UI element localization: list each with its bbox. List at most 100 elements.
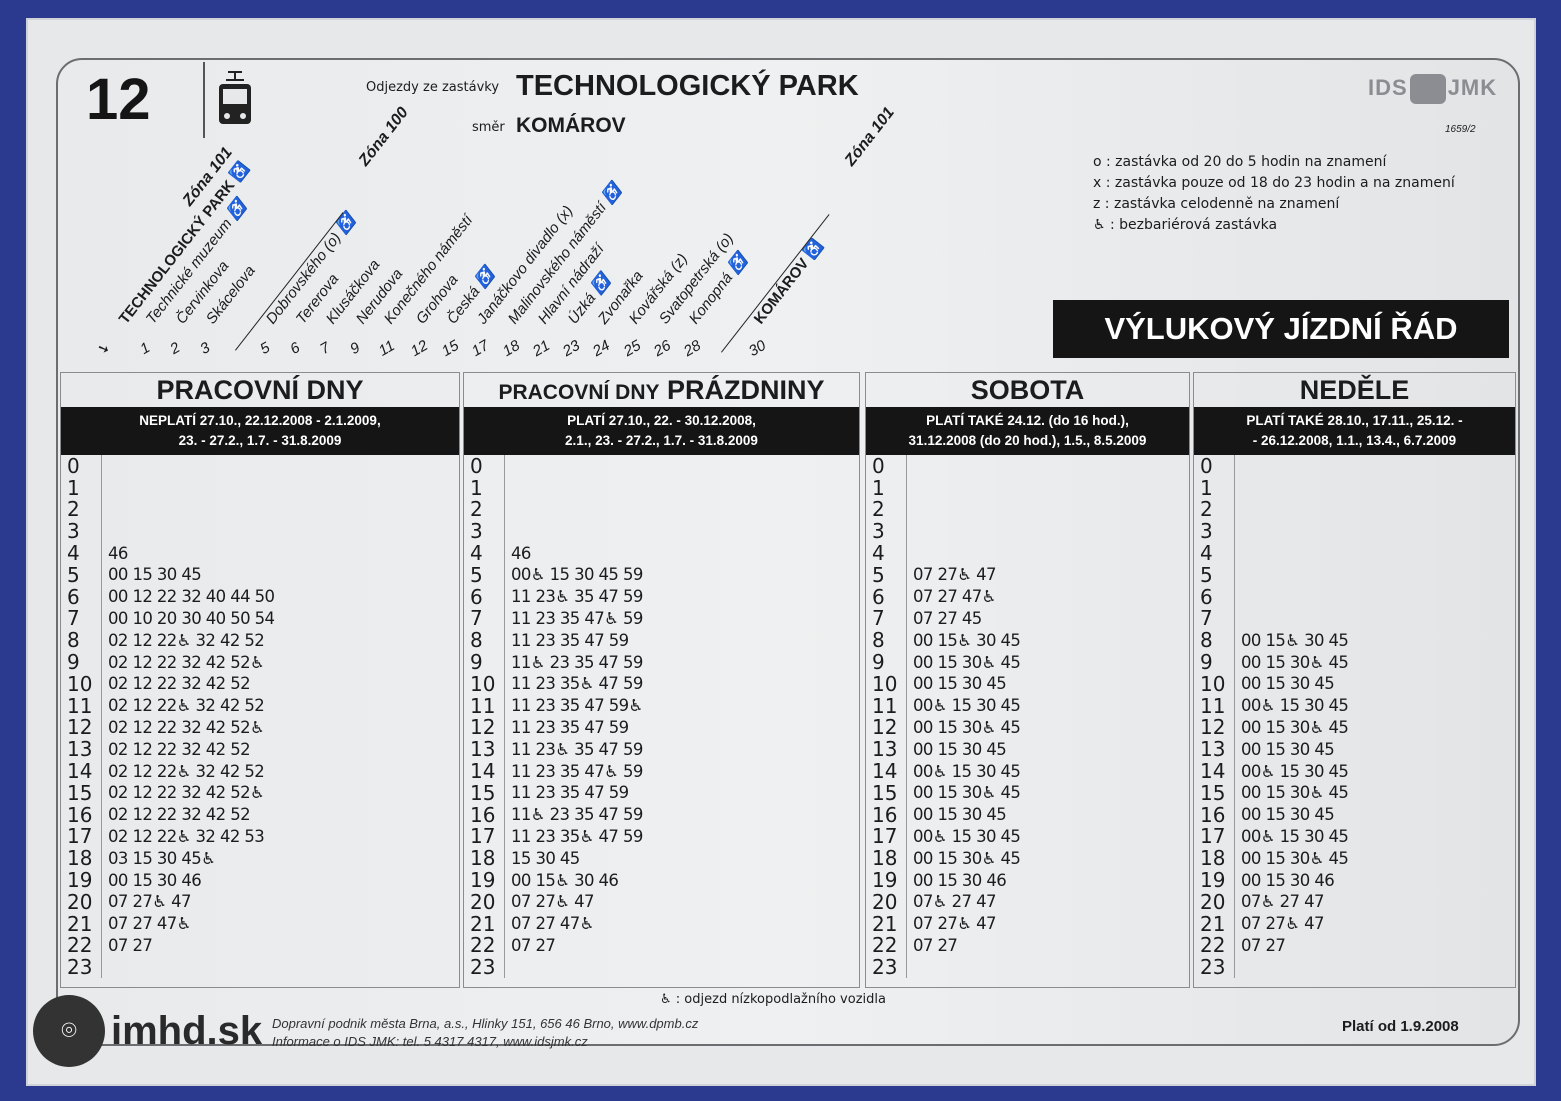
minutes: 07 27♿ 47 (101, 890, 191, 913)
hour: 1 (1200, 475, 1213, 500)
hour-row: 21 07 27 47♿ (61, 912, 459, 935)
hour: 0 (470, 453, 483, 478)
hour-row: 22 07 27 (464, 934, 859, 957)
hour-row: 11 11 23 35 47 59♿ (464, 694, 859, 717)
hour: 19 (1200, 868, 1226, 893)
hour: 19 (872, 868, 898, 893)
hour: 0 (1200, 453, 1213, 478)
departures-label: Odjezdy ze zastávky (366, 80, 500, 95)
hour-row: 7 11 23 35 47♿ 59 (464, 607, 859, 630)
minutes (504, 520, 511, 543)
minutes: 00 15 30 45 (1234, 738, 1335, 761)
hour-row: 21 07 27♿ 47 (866, 911, 1189, 936)
hour: 12 (470, 715, 496, 740)
hour-row: 13 11 23♿ 35 47 59 (464, 738, 859, 761)
hour: 4 (67, 541, 80, 566)
hour: 16 (1200, 802, 1226, 827)
hour-row: 16 11♿ 23 35 47 59 (464, 803, 859, 826)
minutes (504, 455, 511, 477)
tram-icon (219, 71, 251, 124)
hour-row: 16 02 12 22 32 42 52 (61, 803, 459, 826)
hour: 5 (67, 562, 80, 587)
minutes: 00 15 30♿ 45 (1234, 651, 1349, 673)
hour-row: 4 46 (61, 542, 459, 564)
minutes: 07 27 (906, 934, 958, 957)
hour-row: 15 11 23 35 47 59 (464, 781, 859, 804)
hour: 7 (872, 606, 885, 631)
hour: 21 (872, 911, 898, 936)
hour-row: 22 07 27 (61, 934, 459, 957)
hour-row: 4 46 (464, 542, 859, 564)
minutes: 02 12 22 32 42 52♿ (101, 651, 265, 673)
hour: 0 (67, 453, 80, 478)
hour: 18 (470, 846, 496, 871)
minutes: 07 27 (101, 934, 153, 957)
hour-row: 17 00♿ 15 30 45 (866, 824, 1189, 849)
minutes (1234, 520, 1241, 543)
hour: 11 (67, 693, 93, 718)
hour: 10 (67, 671, 93, 696)
minutes: 00 15 30♿ 45 (906, 651, 1021, 673)
minutes (101, 498, 108, 521)
hour: 2 (1200, 497, 1213, 522)
minutes: 00 15 30♿ 45 (1234, 847, 1349, 870)
hour-row: 7 00 10 20 30 40 50 54 (61, 607, 459, 630)
minutes (906, 956, 913, 979)
hour: 22 (872, 933, 898, 958)
hour: 9 (67, 650, 80, 675)
minutes: 02 12 22♿ 32 42 52 (101, 694, 265, 717)
hour: 6 (67, 584, 80, 609)
direction-name: KOMÁROV (516, 114, 626, 137)
hour-row: 9 11♿ 23 35 47 59 (464, 651, 859, 673)
validity-band: PLATÍ 27.10., 22. - 30.12.2008, 2.1., 23.… (464, 407, 859, 455)
hour-row: 10 02 12 22 32 42 52 (61, 671, 459, 696)
hour-row: 4 (1194, 542, 1515, 564)
legend-item: x : zastávka pouze od 18 do 23 hodin a n… (1093, 175, 1455, 191)
minutes: 00 15 30 46 (906, 869, 1007, 891)
footnote: ♿ : odjezd nízkopodlažního vozidla (660, 992, 886, 1007)
hour-row: 10 11 23 35♿ 47 59 (464, 672, 859, 695)
minutes (1234, 498, 1241, 521)
hour-row: 1 (1194, 475, 1515, 500)
minutes: 00 15 30♿ 45 (906, 716, 1021, 739)
column-title: NEDĚLE (1194, 373, 1515, 407)
validity-text: PLATÍ 27.10., 22. - 30.12.2008, (567, 413, 756, 428)
hour: 4 (1200, 541, 1213, 566)
minutes (101, 455, 108, 477)
hour: 9 (872, 650, 885, 675)
hour: 17 (67, 824, 93, 849)
hour: 7 (1200, 606, 1213, 631)
hour-row: 18 00 15 30♿ 45 (866, 847, 1189, 870)
ids-info: Informace o IDS JMK: tel. 5 4317 4317, w… (272, 1034, 588, 1049)
hour-row: 12 02 12 22 32 42 52♿ (61, 716, 459, 739)
minutes: 02 12 22♿ 32 42 53 (101, 825, 265, 848)
legend-item: o : zastávka od 20 do 5 hodin na znamení (1093, 154, 1387, 170)
column-title-text: PRÁZDNINY (667, 375, 825, 405)
minutes (906, 542, 913, 564)
hour: 8 (67, 628, 80, 653)
hour-row: 7 (1194, 606, 1515, 631)
minutes: 11 23 35♿ 47 59 (504, 672, 643, 695)
hour-row: 13 02 12 22 32 42 52 (61, 738, 459, 761)
validity-text: PLATÍ TAKÉ 28.10., 17.11., 25.12. - (1246, 413, 1463, 428)
minutes: 02 12 22 32 42 52 (101, 803, 251, 826)
direction-label: směr (472, 120, 505, 135)
hour: 3 (1200, 519, 1213, 544)
hour-row: 19 00 15 30 46 (61, 869, 459, 891)
hour-row: 0 (61, 455, 459, 477)
minutes (101, 956, 108, 979)
hour: 20 (67, 889, 93, 914)
notice-banner: VÝLUKOVÝ JÍZDNÍ ŘÁD (1053, 300, 1509, 358)
hour-row: 18 03 15 30 45♿ (61, 847, 459, 870)
minutes (1234, 455, 1241, 477)
hour-row: 20 07♿ 27 47 (866, 890, 1189, 913)
schedule-column: NEDĚLE PLATÍ TAKÉ 28.10., 17.11., 25.12. … (1193, 372, 1516, 988)
schedule-column: PRACOVNÍ DNY PRÁZDNINY PLATÍ 27.10., 22. … (463, 372, 860, 988)
hour-row: 1 (866, 476, 1189, 499)
minutes: 07 27 47♿ (101, 912, 191, 935)
hour: 10 (872, 671, 898, 696)
validity-text: - 26.12.2008, 1.1., 13.4., 6.7.2009 (1252, 433, 1457, 448)
column-title-text: SOBOTA (970, 375, 1085, 405)
minutes: 00♿ 15 30 45 (1234, 760, 1349, 782)
hour: 17 (872, 824, 898, 849)
